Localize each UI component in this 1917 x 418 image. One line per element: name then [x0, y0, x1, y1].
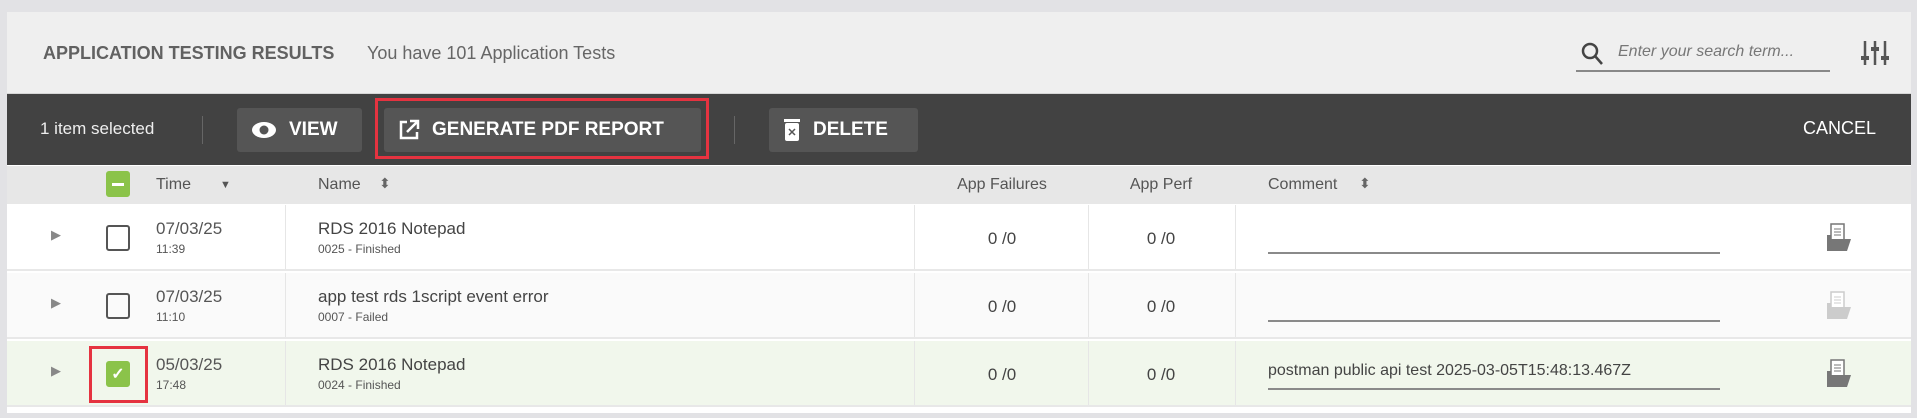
- row-time: 11:39: [156, 242, 186, 256]
- divider: [1235, 205, 1236, 269]
- row-status: 0025 - Finished: [318, 242, 401, 256]
- divider: [1088, 273, 1089, 337]
- divider: [914, 273, 915, 337]
- divider: [734, 116, 735, 144]
- divider: [285, 341, 286, 405]
- row-date: 07/03/25: [156, 219, 223, 238]
- row-checkbox[interactable]: [106, 293, 130, 319]
- external-link-icon: [399, 119, 420, 140]
- sliders-icon[interactable]: [1861, 39, 1889, 67]
- row-app-perf: 0 /0: [1146, 365, 1176, 384]
- minus-icon: [112, 182, 124, 186]
- divider: [914, 341, 915, 405]
- row-status: 0007 - Failed: [318, 310, 389, 324]
- divider: [202, 116, 203, 144]
- cancel-button[interactable]: CANCEL: [1803, 118, 1877, 138]
- row-name[interactable]: RDS 2016 Notepad: [318, 355, 466, 374]
- table-row[interactable]: ▶ 07/03/25 11:39 RDS 2016 Notepad 0025 -…: [7, 205, 1911, 271]
- table-row[interactable]: ▶ ✓ 05/03/25 17:48 RDS 2016 Notepad 0024…: [7, 341, 1911, 407]
- row-date: 07/03/25: [156, 287, 223, 306]
- comment-input[interactable]: [1268, 226, 1720, 254]
- column-app-perf: App Perf: [1129, 176, 1193, 193]
- divider: [1088, 205, 1089, 269]
- highlight-box: [89, 346, 148, 403]
- view-label: VIEW: [289, 119, 338, 140]
- column-comment[interactable]: Comment: [1268, 176, 1338, 193]
- expand-icon[interactable]: ▶: [51, 227, 61, 242]
- check-icon: ✓: [111, 366, 125, 383]
- row-app-failures: 0 /0: [987, 297, 1017, 316]
- selection-toolbar: 1 item selected VIEW GENERATE PDF REPORT…: [7, 94, 1911, 165]
- search-box[interactable]: [1576, 38, 1830, 72]
- generate-label: GENERATE PDF REPORT: [432, 119, 664, 140]
- row-name[interactable]: app test rds 1script event error: [318, 287, 549, 306]
- sort-icon[interactable]: ⬍: [1359, 175, 1371, 191]
- divider: [285, 205, 286, 269]
- row-name[interactable]: RDS 2016 Notepad: [318, 219, 466, 238]
- search-icon: [1581, 42, 1603, 65]
- comment-input[interactable]: postman public api test 2025-03-05T15:48…: [1268, 362, 1720, 390]
- row-checkbox[interactable]: [106, 225, 130, 251]
- row-status: 0024 - Finished: [318, 378, 401, 392]
- divider: [285, 273, 286, 337]
- delete-label: DELETE: [813, 119, 888, 140]
- expand-icon[interactable]: ▶: [51, 295, 61, 310]
- comment-input[interactable]: [1268, 294, 1720, 322]
- highlight-box: [375, 98, 709, 159]
- sort-icon[interactable]: ⬍: [379, 175, 391, 191]
- page-header: APPLICATION TESTING RESULTS You have 101…: [7, 12, 1911, 94]
- trash-icon: [784, 119, 800, 141]
- comment-text: postman public api test 2025-03-05T15:48…: [1268, 362, 1631, 379]
- column-name[interactable]: Name: [318, 176, 361, 193]
- pdf-report-folder-icon[interactable]: [1825, 359, 1853, 389]
- row-app-failures: 0 /0: [987, 229, 1017, 248]
- row-app-perf: 0 /0: [1146, 297, 1176, 316]
- selection-count: 1 item selected: [40, 119, 155, 138]
- eye-icon: [252, 122, 276, 138]
- column-app-failures: App Failures: [957, 176, 1047, 193]
- pdf-report-folder-icon[interactable]: [1825, 291, 1853, 321]
- table-header: Time ▼ Name ⬍ App Failures App Perf Comm…: [7, 166, 1911, 204]
- row-app-failures: 0 /0: [987, 365, 1017, 384]
- row-date: 05/03/25: [156, 355, 223, 374]
- select-all-checkbox[interactable]: [106, 171, 130, 197]
- divider: [1088, 341, 1089, 405]
- sort-desc-icon[interactable]: ▼: [220, 179, 231, 191]
- page-title: APPLICATION TESTING RESULTS: [43, 43, 335, 63]
- expand-icon[interactable]: ▶: [51, 363, 61, 378]
- divider: [1235, 273, 1236, 337]
- generate-pdf-report-button[interactable]: GENERATE PDF REPORT: [384, 108, 701, 152]
- row-time: 11:10: [156, 310, 186, 324]
- row-app-perf: 0 /0: [1146, 229, 1176, 248]
- row-checkbox[interactable]: ✓: [106, 361, 130, 387]
- divider: [1235, 341, 1236, 405]
- delete-button[interactable]: DELETE: [769, 108, 918, 152]
- divider: [914, 205, 915, 269]
- column-time[interactable]: Time: [156, 176, 191, 193]
- view-button[interactable]: VIEW: [237, 108, 362, 152]
- search-input[interactable]: [1616, 42, 1825, 62]
- test-count: You have 101 Application Tests: [367, 43, 616, 63]
- row-time: 17:48: [156, 378, 187, 392]
- results-panel: APPLICATION TESTING RESULTS You have 101…: [7, 12, 1911, 413]
- table-row[interactable]: ▶ 07/03/25 11:10 app test rds 1script ev…: [7, 273, 1911, 339]
- pdf-report-folder-icon[interactable]: [1825, 223, 1853, 253]
